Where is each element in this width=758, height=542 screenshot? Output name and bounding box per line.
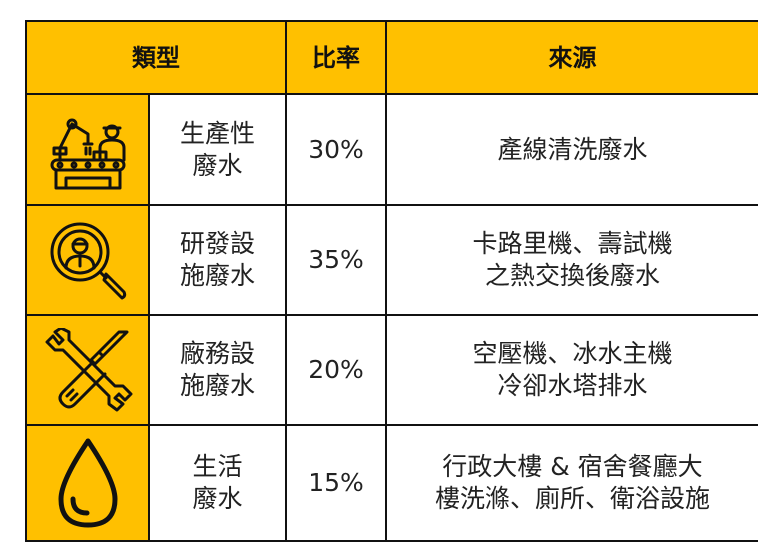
ratio-text: 30% [308, 134, 364, 164]
type-text: 廢水 [192, 150, 243, 180]
source-cell: 產線清洗廢水 [385, 93, 758, 206]
ratio-text: 15% [308, 468, 364, 497]
type-text: 研發設 [179, 229, 255, 258]
header-text: 類型 [132, 43, 180, 72]
tools-icon [45, 328, 132, 412]
type-text: 施廢水 [179, 261, 255, 290]
type-text: 生活 [192, 452, 243, 481]
icon-cell [25, 424, 150, 542]
source-text: 行政大樓 & 宿舍餐廳大 [442, 452, 703, 481]
type-text: 生產性 [179, 118, 255, 148]
search-icon [50, 222, 126, 300]
ratio-cell: 20% [285, 314, 387, 426]
ratio-cell: 15% [285, 424, 387, 542]
ratio-cell: 30% [285, 93, 387, 206]
drop-icon [58, 438, 117, 528]
header-cell: 類型 [25, 20, 287, 95]
source-text: 空壓機、冰水主機 [472, 339, 673, 368]
ratio-text: 35% [308, 245, 364, 274]
source-text: 產線清洗廢水 [497, 134, 648, 164]
type-text: 廢水 [192, 484, 243, 513]
header-cell: 來源 [385, 20, 758, 95]
type-cell: 研發設 施廢水 [148, 204, 287, 316]
header-text: 來源 [548, 43, 597, 72]
ratio-text: 20% [308, 355, 364, 384]
type-cell: 廠務設 施廢水 [148, 314, 287, 426]
source-text: 冷卻水塔排水 [497, 371, 648, 400]
source-cell: 卡路里機、壽試機 之熱交換後廢水 [385, 204, 758, 316]
source-text: 樓洗滌、廁所、衛浴設施 [434, 484, 710, 513]
type-text: 廠務設 [179, 339, 255, 368]
factory-icon [50, 118, 125, 189]
type-cell: 生活 廢水 [148, 424, 287, 542]
source-text: 之熱交換後廢水 [484, 261, 660, 290]
header-cell: 比率 [285, 20, 387, 95]
type-cell: 生產性 廢水 [148, 93, 287, 206]
icon-cell [25, 93, 150, 206]
source-cell: 空壓機、冰水主機 冷卻水塔排水 [385, 314, 758, 426]
icon-cell [25, 314, 150, 426]
icon-cell [25, 204, 150, 316]
header-text: 比率 [312, 43, 360, 72]
source-text: 卡路里機、壽試機 [472, 229, 673, 258]
ratio-cell: 35% [285, 204, 387, 316]
source-cell: 行政大樓 & 宿舍餐廳大 樓洗滌、廁所、衛浴設施 [385, 424, 758, 542]
type-text: 施廢水 [179, 371, 255, 400]
